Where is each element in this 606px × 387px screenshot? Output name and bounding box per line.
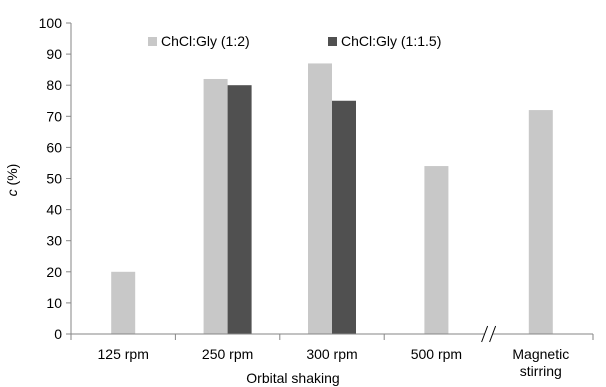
y-tick-label: 0: [54, 326, 62, 342]
axis-break-line: [489, 325, 497, 343]
bar-1: [111, 271, 136, 334]
x-group-label: Orbital shaking: [246, 370, 339, 386]
y-tick-label: 100: [39, 15, 63, 31]
y-tick-label: 10: [46, 295, 62, 311]
legend-label: ChCl:Gly (1:2): [161, 33, 250, 49]
y-axis: 0 10 20 30 40 50 60 70 80 90 100: [39, 15, 72, 342]
x-axis: 125 rpm 250 rpm 300 rpm 500 rpm Magnetic stir…: [70, 324, 594, 379]
y-tick-label: 60: [46, 139, 62, 155]
axis-break-gap: [484, 324, 493, 344]
y-tick-label: 90: [46, 46, 62, 62]
y-tick-label: 50: [46, 171, 62, 187]
bar-2: [227, 85, 252, 334]
legend-swatch: [148, 37, 157, 46]
x-tick-label: 500 rpm: [411, 346, 462, 362]
axis-break-line: [481, 325, 489, 343]
x-tick-label: 250 rpm: [202, 346, 253, 362]
y-tick-label: 20: [46, 264, 62, 280]
bar-1: [203, 78, 228, 334]
plot-area: [111, 63, 553, 335]
y-tick-label: 40: [46, 202, 62, 218]
y-tick-label: 30: [46, 233, 62, 249]
y-tick-label: 80: [46, 77, 62, 93]
y-tick-label: 70: [46, 108, 62, 124]
y-axis-label: c (%): [4, 164, 20, 197]
legend-swatch: [328, 37, 337, 46]
x-tick-label: 125 rpm: [98, 346, 149, 362]
bar-1: [528, 110, 553, 334]
x-tick-label: Magnetic stirring: [512, 346, 569, 379]
legend: ChCl:Gly (1:2) ChCl:Gly (1:1.5): [148, 33, 441, 49]
axis-break-mark: [481, 324, 497, 344]
legend-label: ChCl:Gly (1:1.5): [341, 33, 441, 49]
bar-1: [308, 63, 332, 335]
bar-1: [424, 166, 449, 334]
bar-2: [332, 100, 356, 334]
x-tick-label: 300 rpm: [306, 346, 357, 362]
